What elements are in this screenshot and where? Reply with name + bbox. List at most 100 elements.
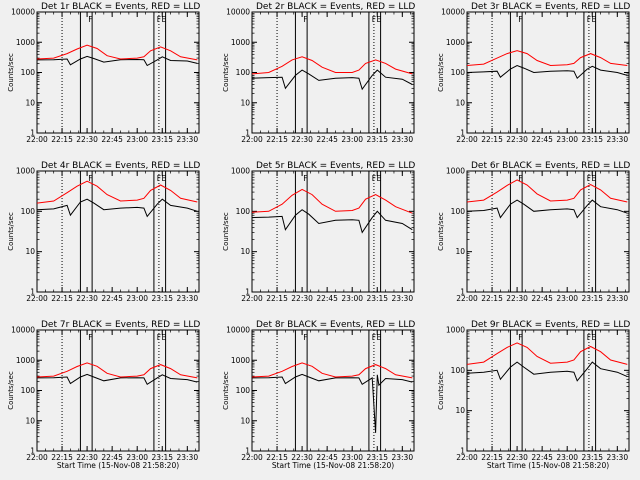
x-tick-label: 23:00 xyxy=(126,294,148,303)
event-marker-label: F xyxy=(518,333,522,342)
x-tick-label: 23:15 xyxy=(366,294,388,303)
x-tick-label: 22:00 xyxy=(26,294,48,303)
x-tick-label: 22:30 xyxy=(291,135,313,144)
x-tick-label: 23:15 xyxy=(366,135,388,144)
event-marker-label: F xyxy=(88,15,92,24)
y-axis-label: Counts/sec xyxy=(7,371,15,410)
chart-title: Det 4r BLACK = Events, RED = LLD xyxy=(41,161,200,171)
event-marker-label: F xyxy=(303,15,307,24)
y-tick-label: 1 xyxy=(245,447,250,456)
y-tick-label: 10000 xyxy=(441,8,465,17)
series-line-black xyxy=(251,69,413,91)
y-tick-label: 100 xyxy=(21,207,36,216)
chart-panel-6: Det 6r BLACK = Events, RED = LLD Counts/s… xyxy=(437,161,630,303)
plot-frame xyxy=(251,170,415,293)
chart-panel-1: Det 1r BLACK = Events, RED = LLD Counts/s… xyxy=(7,2,200,144)
x-tick-label: 22:00 xyxy=(241,135,263,144)
x-tick-label: 22:30 xyxy=(506,453,528,462)
x-tick-label: 22:30 xyxy=(76,135,98,144)
y-tick-label: 10 xyxy=(25,416,35,425)
plot-frame xyxy=(36,11,200,134)
y-tick-label: 10 xyxy=(240,416,250,425)
y-tick-label: 10000 xyxy=(11,326,35,335)
series-line-red xyxy=(36,44,198,61)
x-tick-label: 23:00 xyxy=(556,453,578,462)
y-axis-label: Counts/sec xyxy=(222,53,230,92)
y-tick-label: 10 xyxy=(455,98,465,107)
y-tick-label: 1 xyxy=(30,288,35,297)
series-line-black xyxy=(36,55,198,67)
chart-panel-8: Det 8r BLACK = Events, RED = LLD Counts/s… xyxy=(222,320,415,470)
chart-panel-5: Det 5r BLACK = Events, RED = LLD Counts/s… xyxy=(222,161,415,303)
plot-frame xyxy=(466,11,630,134)
x-tick-label: 22:00 xyxy=(26,135,48,144)
x-tick-label: 22:45 xyxy=(531,453,553,462)
chart-panel-2: Det 2r BLACK = Events, RED = LLD Counts/s… xyxy=(222,2,415,144)
x-tick-label: 23:00 xyxy=(341,294,363,303)
plot-frame xyxy=(466,329,630,452)
y-tick-label: 100 xyxy=(21,386,36,395)
x-tick-label: 23:15 xyxy=(151,294,173,303)
x-tick-label: 22:45 xyxy=(531,135,553,144)
series-line-red xyxy=(251,56,413,75)
chart-title: Det 8r BLACK = Events, RED = LLD xyxy=(256,320,415,330)
x-tick-label: 23:15 xyxy=(581,135,603,144)
x-tick-label: 23:30 xyxy=(176,294,198,303)
series-line-red xyxy=(466,50,628,67)
x-tick-label: 22:15 xyxy=(51,453,73,462)
x-tick-label: 23:00 xyxy=(341,135,363,144)
y-tick-label: 1000 xyxy=(446,38,465,47)
event-marker-label: E xyxy=(377,15,382,24)
series-line-red xyxy=(36,180,198,204)
y-tick-label: 10 xyxy=(240,247,250,256)
x-tick-label: 22:00 xyxy=(456,135,478,144)
y-tick-label: 10 xyxy=(25,247,35,256)
chart-title: Det 6r BLACK = Events, RED = LLD xyxy=(471,161,630,171)
chart-title: Det 2r BLACK = Events, RED = LLD xyxy=(256,2,415,12)
event-marker-label: F xyxy=(303,174,307,183)
x-tick-label: 22:15 xyxy=(481,135,503,144)
x-tick-label: 22:45 xyxy=(316,453,338,462)
event-marker-label: E xyxy=(592,174,597,183)
chart-title: Det 1r BLACK = Events, RED = LLD xyxy=(41,2,200,12)
x-tick-label: 23:30 xyxy=(606,294,628,303)
x-tick-label: 23:30 xyxy=(391,294,413,303)
y-tick-label: 1000 xyxy=(446,167,465,176)
chart-title: Det 9r BLACK = Events, RED = LLD xyxy=(471,320,630,330)
x-tick-label: 22:45 xyxy=(316,294,338,303)
x-tick-label: 22:30 xyxy=(76,294,98,303)
series-line-red xyxy=(466,342,628,365)
plot-frame xyxy=(466,170,630,293)
event-marker-label: F xyxy=(157,174,161,183)
plot-frame xyxy=(251,329,415,452)
event-marker-label: E xyxy=(592,333,597,342)
y-tick-label: 1 xyxy=(245,129,250,138)
event-marker-label: E xyxy=(592,15,597,24)
x-tick-label: 22:00 xyxy=(241,453,263,462)
y-tick-label: 10000 xyxy=(226,8,250,17)
x-tick-label: 23:30 xyxy=(391,135,413,144)
x-tick-label: 22:00 xyxy=(456,294,478,303)
x-tick-label: 23:00 xyxy=(556,294,578,303)
y-tick-label: 100 xyxy=(21,68,36,77)
y-tick-label: 100 xyxy=(236,386,251,395)
event-marker-label: F xyxy=(157,333,161,342)
event-marker-label: F xyxy=(587,15,591,24)
event-marker-label: F xyxy=(88,174,92,183)
event-marker-label: F xyxy=(372,333,376,342)
x-tick-label: 22:15 xyxy=(266,135,288,144)
x-tick-label: 22:45 xyxy=(101,294,123,303)
plot-frame xyxy=(36,329,200,452)
chart-panel-7: Det 7r BLACK = Events, RED = LLD Counts/s… xyxy=(7,320,200,470)
x-tick-label: 22:30 xyxy=(506,294,528,303)
x-tick-label: 22:15 xyxy=(266,294,288,303)
series-line-black xyxy=(36,373,198,386)
chart-panel-4: Det 4r BLACK = Events, RED = LLD Counts/s… xyxy=(7,161,200,303)
y-tick-label: 1 xyxy=(245,288,250,297)
x-tick-label: 22:30 xyxy=(291,453,313,462)
event-marker-label: F xyxy=(157,15,161,24)
y-tick-label: 10000 xyxy=(226,326,250,335)
y-tick-label: 100 xyxy=(236,68,251,77)
y-axis-label: Counts/sec xyxy=(437,53,445,92)
